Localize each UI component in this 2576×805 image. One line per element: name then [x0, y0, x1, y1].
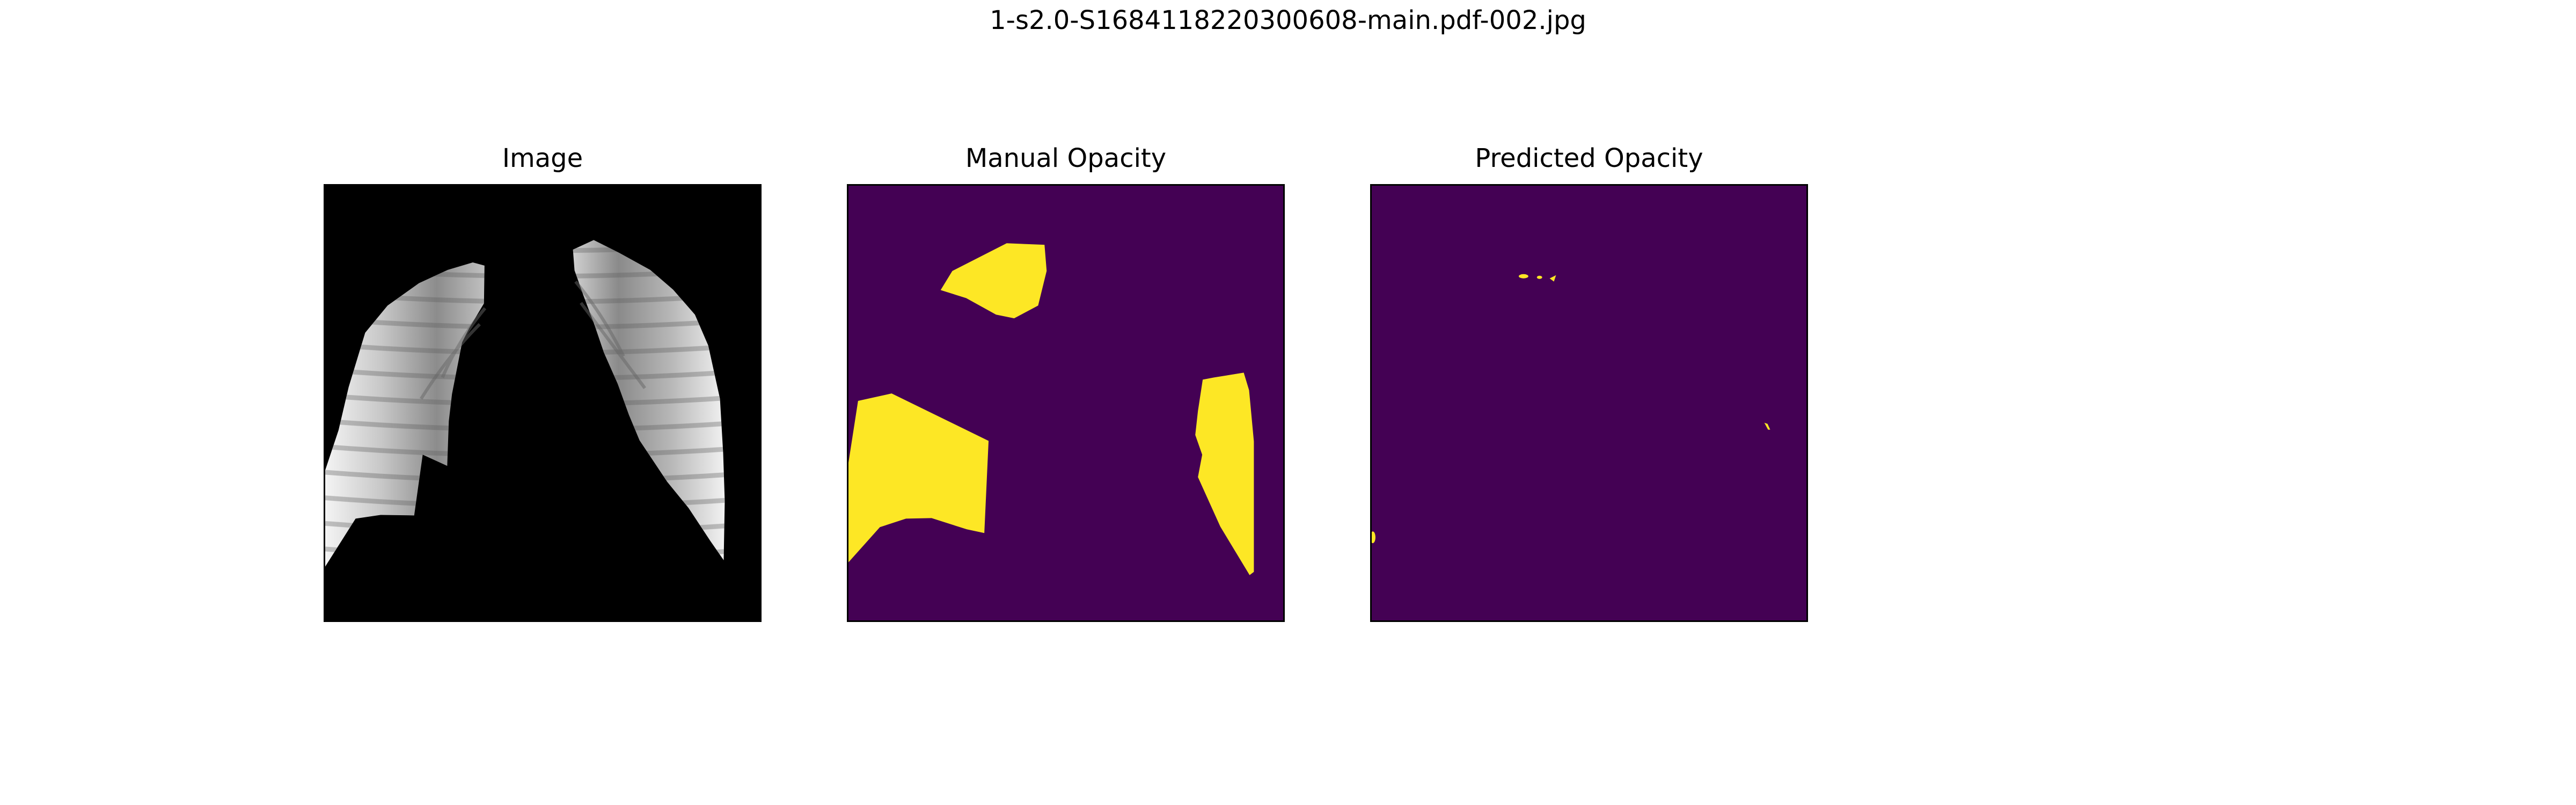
panel-title-image: Image: [324, 145, 762, 171]
manual-opacity-mask: [848, 186, 1283, 620]
panel-title-predicted-opacity: Predicted Opacity: [1370, 145, 1808, 171]
figure-title: 1-s2.0-S1684118220300608-main.pdf-002.jp…: [0, 8, 2576, 33]
xray-image: [325, 186, 760, 620]
predicted-opacity-mask: [1372, 186, 1806, 620]
predicted-opacity-spot: [1537, 276, 1542, 279]
predicted-opacity-panel: [1370, 184, 1808, 622]
predicted-opacity-spot: [1519, 274, 1528, 279]
manual-opacity-panel: [847, 184, 1285, 622]
xray-image-panel: [324, 184, 762, 622]
panel-title-manual-opacity: Manual Opacity: [847, 145, 1285, 171]
